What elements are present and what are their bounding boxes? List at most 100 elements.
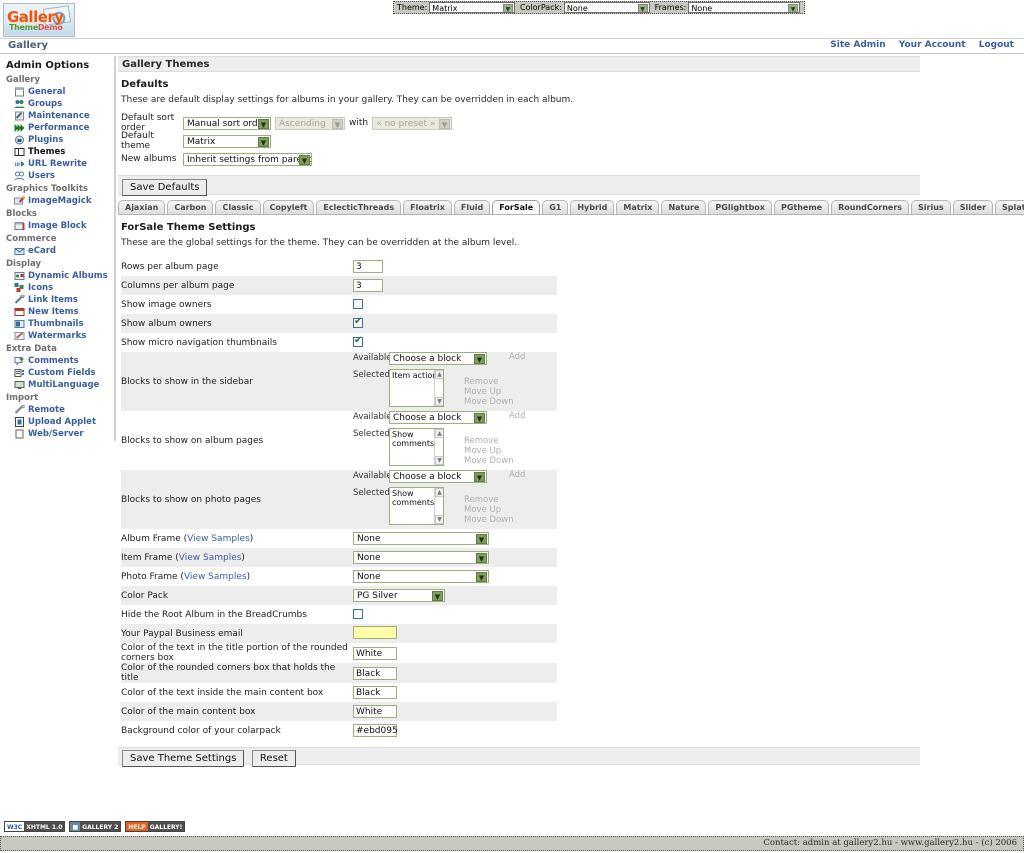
setting-checkbox[interactable] xyxy=(353,335,363,348)
selected-blocks-listbox[interactable]: Show comments ▲ ▼ xyxy=(389,487,444,525)
block-action-move-down[interactable]: Move Down xyxy=(464,397,514,407)
add-button[interactable]: Add xyxy=(509,352,526,362)
setting-text-input[interactable]: Black xyxy=(353,666,397,680)
default-sort-order-select[interactable]: Manual sort order ▼ xyxy=(183,116,271,130)
sidebar-item-image-block[interactable]: Image Block xyxy=(14,220,114,231)
hide-root-checkbox[interactable] xyxy=(353,609,363,620)
tab-slider[interactable]: Slider xyxy=(952,200,994,214)
sidebar-item-performance[interactable]: Performance xyxy=(14,122,114,133)
logout-link[interactable]: Logout xyxy=(978,40,1014,50)
scroll-down-icon[interactable]: ▼ xyxy=(435,456,443,465)
default-theme-select[interactable]: Matrix ▼ xyxy=(183,134,271,148)
tab-ajaxian[interactable]: Ajaxian xyxy=(118,200,166,214)
scroll-down-icon[interactable]: ▼ xyxy=(435,397,443,406)
block-action-remove[interactable]: Remove xyxy=(464,377,499,387)
tab-pglightbox[interactable]: PGlightbox xyxy=(708,200,772,214)
sidebar-item-url-rewrite[interactable]: url URL Rewrite xyxy=(14,158,114,169)
scroll-up-icon[interactable]: ▲ xyxy=(435,488,443,497)
your-account-link[interactable]: Your Account xyxy=(898,40,966,50)
block-action-remove[interactable]: Remove xyxy=(464,436,499,446)
theme-toolbar-theme-select[interactable]: Matrix ▼ xyxy=(429,2,515,13)
setting-checkbox[interactable] xyxy=(353,299,363,310)
reset-button[interactable]: Reset xyxy=(251,750,296,767)
frame-select[interactable]: None ▼ xyxy=(353,532,489,545)
block-actions[interactable]: Remove Move Up Move Down xyxy=(464,377,514,407)
sidebar-item-comments[interactable]: Comments xyxy=(14,355,114,366)
footer-badges[interactable]: W3C XHTML 1.0 ■ GALLERY 2 HELP GALLERY! xyxy=(4,821,186,832)
listbox-scrollbar[interactable]: ▲ ▼ xyxy=(434,488,443,524)
frame-select[interactable]: None ▼ xyxy=(353,570,489,583)
new-albums-select[interactable]: Inherit settings from parent album ▼ xyxy=(183,152,312,166)
scroll-up-icon[interactable]: ▲ xyxy=(435,429,443,438)
setting-text-input[interactable]: 3 xyxy=(353,260,383,273)
tab-matrix[interactable]: Matrix xyxy=(616,200,660,214)
footer-badge[interactable]: HELP GALLERY! xyxy=(125,821,186,832)
setting-text-input[interactable]: White xyxy=(353,705,397,718)
tab-fluid[interactable]: Fluid xyxy=(453,200,491,214)
tab-forsale[interactable]: ForSale xyxy=(492,200,541,214)
tab-floatrix[interactable]: Floatrix xyxy=(403,200,452,214)
sidebar-item-watermarks[interactable]: Watermarks xyxy=(14,330,114,341)
view-samples-link[interactable]: View Samples xyxy=(178,552,242,563)
listbox-item[interactable]: Item actions xyxy=(392,371,442,380)
setting-text-input[interactable]: White xyxy=(353,646,397,660)
top-links[interactable]: Site Admin Your Account Logout xyxy=(820,40,1014,50)
tab-roundcorners[interactable]: RoundCorners xyxy=(831,200,910,214)
block-action-move-down[interactable]: Move Down xyxy=(464,515,514,525)
sidebar-item-web-server[interactable]: Web/Server xyxy=(14,428,114,439)
setting-text-input[interactable]: 3 xyxy=(353,279,383,292)
block-actions[interactable]: Remove Move Up Move Down xyxy=(464,436,514,466)
listbox-item[interactable]: Show comments xyxy=(392,430,435,448)
tab-splatbang[interactable]: Splatbang xyxy=(995,200,1024,214)
sidebar-item-remote[interactable]: Remote xyxy=(14,404,114,415)
theme-tabs[interactable]: Ajaxian Carbon Classic Copyleft EclecticThre… xyxy=(118,200,1024,215)
setting-text-input[interactable] xyxy=(353,625,397,639)
theme-toolbar-colorpack-select[interactable]: None ▼ xyxy=(563,2,650,13)
view-samples-link[interactable]: View Samples xyxy=(183,571,247,582)
gallery-logo[interactable]: Gallery ThemeDemo xyxy=(3,3,75,37)
block-actions[interactable]: Remove Move Up Move Down xyxy=(464,495,514,525)
sidebar-item-themes[interactable]: Themes xyxy=(14,146,114,157)
available-block-select[interactable]: Choose a block ▼ xyxy=(389,411,487,424)
tab-carbon[interactable]: Carbon xyxy=(167,200,214,214)
listbox-scrollbar[interactable]: ▲ ▼ xyxy=(434,370,443,406)
footer-badge[interactable]: ■ GALLERY 2 xyxy=(69,821,122,832)
block-action-move-up[interactable]: Move Up xyxy=(464,387,502,397)
selected-blocks-listbox[interactable]: Item actions ▲ ▼ xyxy=(389,369,444,407)
theme-toolbar-frames-select[interactable]: None ▼ xyxy=(688,2,801,13)
tab-sirius[interactable]: Sirius xyxy=(911,200,951,214)
sidebar-item-upload-applet[interactable]: Upload Applet xyxy=(14,416,114,427)
sidebar-item-multilanguage[interactable]: MultiLanguage xyxy=(14,379,114,390)
sidebar-item-imagemagick[interactable]: ImageMagick xyxy=(14,195,114,206)
sidebar-item-link-items[interactable]: Link Items xyxy=(14,294,114,305)
sidebar-item-maintenance[interactable]: Maintenance xyxy=(14,110,114,121)
sidebar-item-new-items[interactable]: New Items xyxy=(14,306,114,317)
listbox-scrollbar[interactable]: ▲ ▼ xyxy=(434,429,443,465)
sidebar-item-icons[interactable]: Icons xyxy=(14,282,114,293)
selected-blocks-listbox[interactable]: Show comments ▲ ▼ xyxy=(389,428,444,466)
add-button[interactable]: Add xyxy=(509,470,526,480)
setting-text-input[interactable]: #ebd095 xyxy=(353,724,398,737)
tab-pgtheme[interactable]: PGtheme xyxy=(773,200,830,214)
frame-select[interactable]: None ▼ xyxy=(353,551,489,564)
sort-preset-select[interactable]: « no preset » ▼ xyxy=(372,116,453,130)
setting-text-input[interactable]: Black xyxy=(353,686,397,699)
tab-hybrid[interactable]: Hybrid xyxy=(570,200,615,214)
block-action-remove[interactable]: Remove xyxy=(464,495,499,505)
view-samples-link[interactable]: View Samples xyxy=(187,533,250,544)
block-action-move-up[interactable]: Move Up xyxy=(464,446,502,456)
tab-g1[interactable]: G1 xyxy=(542,200,569,214)
save-theme-settings-button[interactable]: Save Theme Settings xyxy=(122,750,245,767)
available-block-select[interactable]: Choose a block ▼ xyxy=(389,352,487,365)
sidebar-item-thumbnails[interactable]: Thumbnails xyxy=(14,318,114,329)
add-button[interactable]: Add xyxy=(509,411,526,421)
theme-preview-toolbar[interactable]: Theme: Matrix ▼ ColorPack: None ▼ Frames… xyxy=(393,1,805,14)
scroll-up-icon[interactable]: ▲ xyxy=(435,370,443,379)
available-block-select[interactable]: Choose a block ▼ xyxy=(389,470,487,483)
block-action-move-down[interactable]: Move Down xyxy=(464,456,514,466)
tab-classic[interactable]: Classic xyxy=(215,200,261,214)
sidebar-item-ecard[interactable]: eCard xyxy=(14,245,114,256)
sidebar-item-groups[interactable]: Groups xyxy=(14,98,114,109)
sidebar-item-dynamic-albums[interactable]: Dynamic Albums xyxy=(14,270,114,281)
tab-eclecticthreads[interactable]: EclecticThreads xyxy=(316,200,402,214)
